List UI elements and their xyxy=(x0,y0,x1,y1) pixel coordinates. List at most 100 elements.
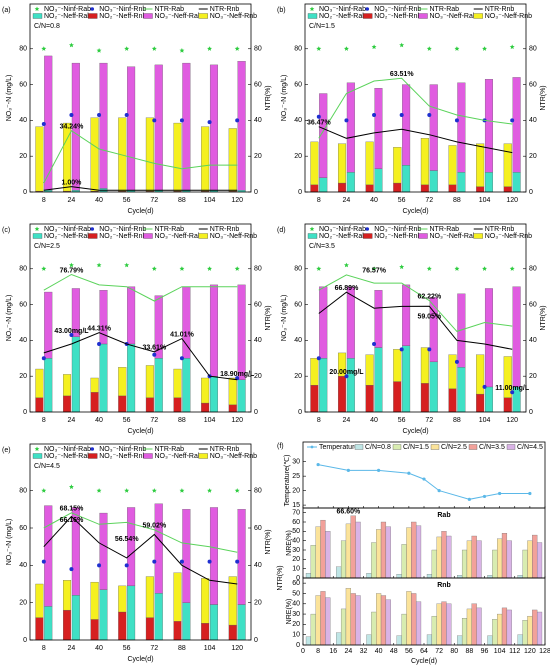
legend-label: NTR-Rnb xyxy=(210,226,240,233)
y-axis-label: NRE(%) xyxy=(286,599,293,625)
x-tick-label: 40 xyxy=(95,645,103,652)
y-tick-label: 0 xyxy=(23,189,27,196)
bar-segment xyxy=(63,395,72,413)
bar-segment xyxy=(118,585,127,613)
bar-segment xyxy=(35,126,44,192)
y-tick-label: 15 xyxy=(292,502,300,509)
nre-bar xyxy=(415,525,422,579)
ntr-line xyxy=(318,274,513,332)
nre-bar xyxy=(522,620,528,646)
star-point xyxy=(234,266,240,271)
bar-segment xyxy=(118,367,127,397)
dot-point xyxy=(510,118,515,123)
legend-label: NO₃⁻-Ninf-Rnb xyxy=(374,6,421,13)
nre-bar xyxy=(411,593,417,646)
panel-label: (c) xyxy=(2,227,10,234)
legend-symbol xyxy=(143,13,153,19)
x-tick-label: 112 xyxy=(509,648,520,655)
y2-tick-label: 60 xyxy=(254,525,262,532)
x-tick-label: 8 xyxy=(316,648,320,655)
x-tick-label: 40 xyxy=(95,417,103,424)
nre-bar xyxy=(406,591,412,646)
dot-point xyxy=(344,118,349,123)
star-point xyxy=(41,266,47,271)
nre-bar xyxy=(461,549,468,579)
x-tick-label: 88 xyxy=(178,417,186,424)
bar-segment xyxy=(365,184,374,193)
star-point xyxy=(179,48,185,53)
bar-segment xyxy=(310,384,319,413)
nre-bar xyxy=(497,538,503,579)
x-axis-label: Cycle(d) xyxy=(402,428,428,435)
plot-frame xyxy=(304,223,527,413)
ntr-line xyxy=(43,332,238,381)
legend-symbol xyxy=(88,13,98,19)
legend-symbol xyxy=(392,444,402,450)
y-tick-label: 30 xyxy=(292,459,300,466)
bar-segment xyxy=(90,392,99,413)
y-tick-label: 60 xyxy=(292,580,300,587)
bar-segment xyxy=(63,580,72,611)
nre-bar xyxy=(527,540,533,579)
bar-segment xyxy=(337,352,347,377)
star-point xyxy=(454,46,460,51)
x-tick-label: 8 xyxy=(317,197,321,204)
y2-tick-label: 60 xyxy=(529,81,537,88)
dot-point xyxy=(179,356,184,361)
nre-bar xyxy=(385,526,391,579)
nre-bar xyxy=(355,521,361,579)
bar-segment xyxy=(484,288,493,388)
nre-bar xyxy=(371,611,377,646)
legend-label: NO₂⁻-Neff-Rab xyxy=(319,13,366,20)
star-point xyxy=(69,484,74,489)
star-point xyxy=(151,46,157,51)
nre-bar xyxy=(431,549,437,579)
bar-segment xyxy=(319,286,328,359)
y2-tick-label: 80 xyxy=(254,46,262,53)
nre-bar xyxy=(406,527,412,579)
y2-tick-label: 20 xyxy=(529,373,537,380)
x-axis-label: Cycle(d) xyxy=(402,208,428,215)
nre-bar xyxy=(487,635,493,646)
bar-segment xyxy=(237,604,246,641)
x-tick-label: 8 xyxy=(317,417,321,424)
legend-label: NO₃⁻-Ninf-Rnb xyxy=(99,6,146,13)
legend-label: NTR-Rab xyxy=(155,6,185,13)
y2-tick-label: 0 xyxy=(529,409,533,416)
legend-label: Temperature xyxy=(319,444,358,451)
annotation: 33.61% xyxy=(142,345,167,352)
x-tick-label: 56 xyxy=(398,417,406,424)
bar-segment xyxy=(237,61,246,191)
x-tick-label: 120 xyxy=(524,648,536,655)
y-tick-label: 0 xyxy=(296,642,300,649)
nre-bar xyxy=(415,601,422,646)
bar-segment xyxy=(503,186,512,193)
legend-label: NO₂⁻-Neff-Rnb xyxy=(374,13,421,20)
y-tick-label: 0 xyxy=(23,637,27,644)
y-tick-label: 20 xyxy=(292,621,300,628)
bar-segment xyxy=(402,84,411,166)
panel-title: C/N=0.8 xyxy=(34,23,60,30)
y-tick-label: 80 xyxy=(19,46,27,53)
bar-segment xyxy=(35,583,44,618)
star-point xyxy=(124,46,130,51)
nre-bar xyxy=(506,609,512,646)
x-tick-label: 8 xyxy=(42,197,46,204)
legend-symbol xyxy=(34,6,40,11)
bar-segment xyxy=(228,624,237,641)
nre-bar xyxy=(501,607,508,646)
legend-symbol xyxy=(32,233,43,239)
nre-bar xyxy=(436,603,442,646)
dot-point xyxy=(454,118,459,123)
nre-bar xyxy=(446,603,452,646)
bar-segment xyxy=(448,184,457,193)
nre-bar xyxy=(315,526,321,579)
y2-tick-label: 0 xyxy=(254,189,258,196)
x-tick-label: 40 xyxy=(95,197,103,204)
bar-segment xyxy=(99,343,108,413)
bar-segment xyxy=(457,172,466,193)
nre-bar xyxy=(325,531,331,579)
y-tick-label: 80 xyxy=(294,266,302,273)
bar-segment xyxy=(44,606,53,641)
bar-segment xyxy=(173,397,182,413)
